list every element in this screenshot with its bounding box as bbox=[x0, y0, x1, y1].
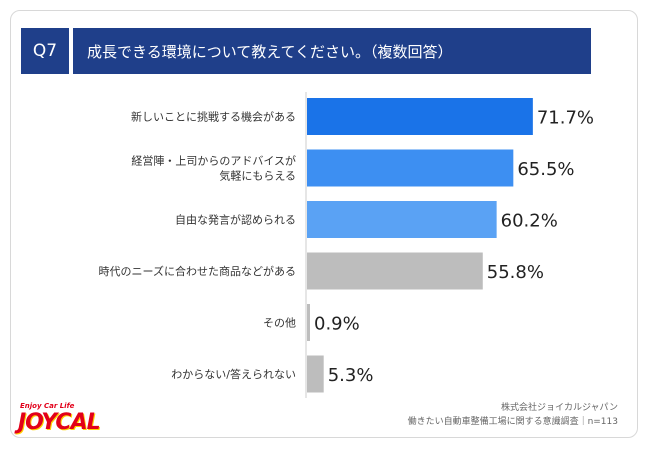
value-label-0: 71.7% bbox=[537, 108, 594, 129]
logo-wordmark: JOYCAL bbox=[18, 410, 101, 435]
source-note: 株式会社ジョイカルジャパン 働きたい自動車整備工場に関する意識調査｜n=113 bbox=[408, 401, 618, 429]
question-header: Q7 成長できる環境について教えてください。（複数回答） bbox=[21, 28, 591, 74]
category-label-1-0: 経営陣・上司からのアドバイスが bbox=[131, 154, 296, 168]
category-label-3-0: 時代のニーズに合わせた商品などがある bbox=[99, 264, 296, 278]
value-label-2: 60.2% bbox=[501, 211, 558, 232]
logo-tagline: Enjoy Car Life bbox=[20, 402, 75, 410]
bar-4 bbox=[307, 304, 310, 341]
value-label-5: 5.3% bbox=[328, 365, 374, 386]
question-title: 成長できる環境について教えてください。（複数回答） bbox=[73, 28, 591, 74]
bar-5 bbox=[307, 355, 324, 393]
bar-2 bbox=[307, 201, 497, 238]
bar-1 bbox=[307, 149, 514, 187]
bar-0 bbox=[307, 98, 533, 135]
source-company: 株式会社ジョイカルジャパン bbox=[500, 403, 618, 413]
question-number-badge: Q7 bbox=[21, 28, 69, 74]
value-label-1: 65.5% bbox=[517, 159, 574, 180]
category-label-1-1: 気軽にもらえる bbox=[219, 169, 296, 183]
value-label-4: 0.9% bbox=[314, 314, 360, 335]
category-label-5-0: わからない/答えられない bbox=[171, 367, 296, 381]
category-label-2-0: 自由な発言が認められる bbox=[175, 213, 296, 227]
bar-3 bbox=[307, 252, 483, 290]
category-label-0-0: 新しいことに挑戦する機会がある bbox=[131, 110, 296, 124]
source-survey: 働きたい自動車整備工場に関する意識調査｜n=113 bbox=[407, 417, 618, 427]
value-label-3: 55.8% bbox=[487, 262, 544, 283]
category-label-4-0: その他 bbox=[263, 317, 296, 330]
joycal-logo: Enjoy Car Life JOYCAL bbox=[18, 402, 128, 442]
